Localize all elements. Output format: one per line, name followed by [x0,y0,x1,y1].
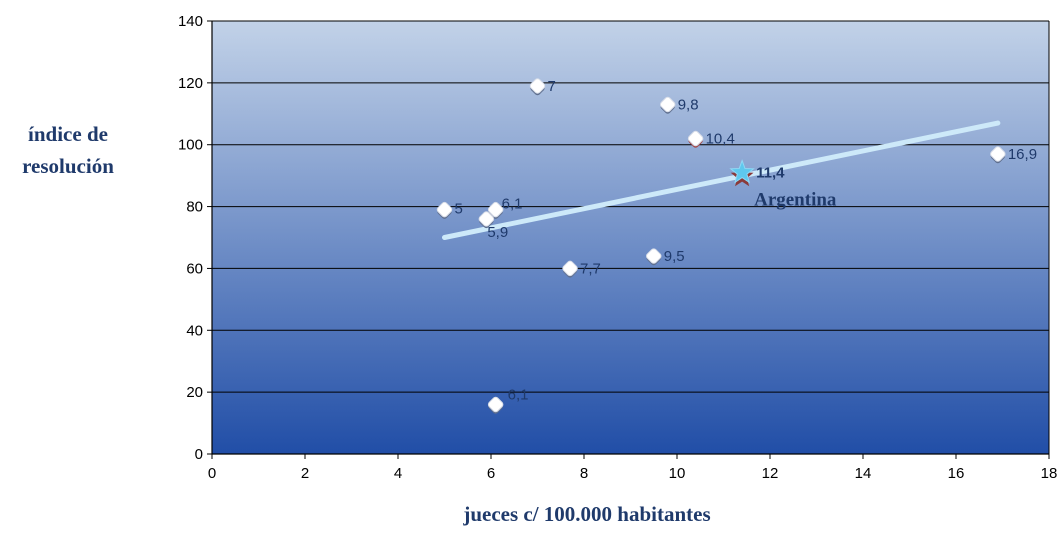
x-tick-label-12: 12 [762,465,779,482]
y-tick-label-60: 60 [186,260,203,277]
y-tick-label-100: 100 [178,137,203,154]
x-tick-label-14: 14 [855,465,872,482]
x-tick-label-8: 8 [580,465,588,482]
data-point [646,248,662,266]
point-marker [478,211,495,227]
y-tick-label-140: 140 [178,13,203,30]
data-point [687,130,704,148]
point-marker [436,201,453,218]
highlight-point [729,159,755,187]
data-point [659,96,676,114]
star-icon [729,159,755,184]
axes: 0 20 40 60 80 100 120 140 0 2 4 6 8 10 12 14 16 18 [178,13,1057,482]
x-tick-label-0: 0 [208,465,216,482]
x-tick-label-4: 4 [394,465,402,482]
trendline [442,120,1001,240]
data-point [478,211,495,229]
data-point [529,78,546,96]
x-tick-label-6: 6 [487,465,495,482]
x-tick-label-10: 10 [669,465,686,482]
y-tick-label-20: 20 [186,384,203,401]
x-tick-label-2: 2 [301,465,309,482]
point-label: 6,1 [508,387,529,404]
data-points [436,78,1006,414]
highlight-name-label: Argentina [754,190,837,211]
y-axis-title-line-1: índice de [28,122,108,146]
y-tick-label-80: 80 [186,199,203,216]
x-tick-label-18: 18 [1041,465,1058,482]
plot-area [212,21,1049,454]
point-label: 16,9 [1008,146,1037,163]
point-marker [487,396,504,413]
data-point [562,260,578,278]
y-tick-label-40: 40 [186,322,203,339]
point-label: 9,5 [664,248,685,265]
point-label: 7 [548,78,556,95]
point-marker [990,146,1006,162]
y-tick-label-0: 0 [195,446,203,463]
y-axis-title-line-2: resolución [22,154,114,178]
point-marker [646,248,662,264]
data-point [436,201,453,219]
point-label: 7,7 [580,260,601,277]
trendline-group [442,120,1001,240]
gridlines [212,20,1049,393]
point-label: 5,9 [487,224,508,241]
point-marker [687,130,704,147]
x-tick-label-16: 16 [948,465,965,482]
point-label: 9,8 [678,97,699,114]
data-point [487,201,504,219]
point-label: 6,1 [502,196,523,213]
highlight-value-label: 11,4 [756,165,785,182]
data-point [487,396,504,414]
point-marker [659,96,676,113]
x-axis-title: jueces c/ 100.000 habitantes [462,502,710,526]
axis-titles: índice de resolución jueces c/ 100.000 h… [22,122,711,526]
y-tick-label-120: 120 [178,75,203,92]
point-marker [562,260,578,277]
point-label: 10,4 [706,131,735,148]
point-marker [487,201,504,218]
point-marker [529,78,546,94]
point-labels: 7 9,8 10,4 16,9 5 6,1 5,9 7,7 9,5 6,1 11,4 Argentin… [455,78,1038,404]
data-point [990,146,1006,164]
point-label: 5 [455,201,463,218]
